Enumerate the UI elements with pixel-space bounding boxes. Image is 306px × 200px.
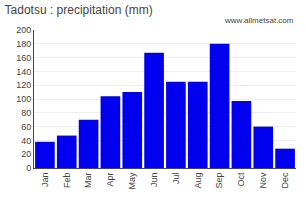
- svg-text:Dec: Dec: [280, 172, 290, 189]
- svg-text:Mar: Mar: [84, 173, 94, 189]
- svg-text:Jun: Jun: [149, 173, 159, 188]
- svg-text:www.allmetsat.com: www.allmetsat.com: [224, 16, 294, 25]
- svg-text:180: 180: [16, 39, 31, 49]
- svg-text:160: 160: [16, 53, 31, 63]
- svg-text:0: 0: [26, 163, 31, 173]
- svg-text:60: 60: [21, 122, 31, 132]
- svg-text:40: 40: [21, 136, 31, 146]
- svg-text:Apr: Apr: [105, 173, 115, 187]
- svg-text:100: 100: [16, 94, 31, 104]
- svg-text:Jan: Jan: [40, 173, 50, 188]
- svg-text:200: 200: [16, 25, 31, 35]
- svg-text:Tadotsu : precipitation (mm): Tadotsu : precipitation (mm): [5, 3, 153, 17]
- svg-text:Oct: Oct: [236, 172, 246, 187]
- svg-text:Jul: Jul: [171, 173, 181, 185]
- svg-text:20: 20: [21, 149, 31, 159]
- svg-text:Nov: Nov: [258, 172, 268, 189]
- svg-text:140: 140: [16, 67, 31, 77]
- svg-text:Feb: Feb: [62, 173, 72, 189]
- svg-text:120: 120: [16, 80, 31, 90]
- svg-text:Sep: Sep: [215, 173, 225, 189]
- svg-text:80: 80: [21, 108, 31, 118]
- svg-text:May: May: [127, 172, 137, 190]
- svg-text:Aug: Aug: [193, 173, 203, 189]
